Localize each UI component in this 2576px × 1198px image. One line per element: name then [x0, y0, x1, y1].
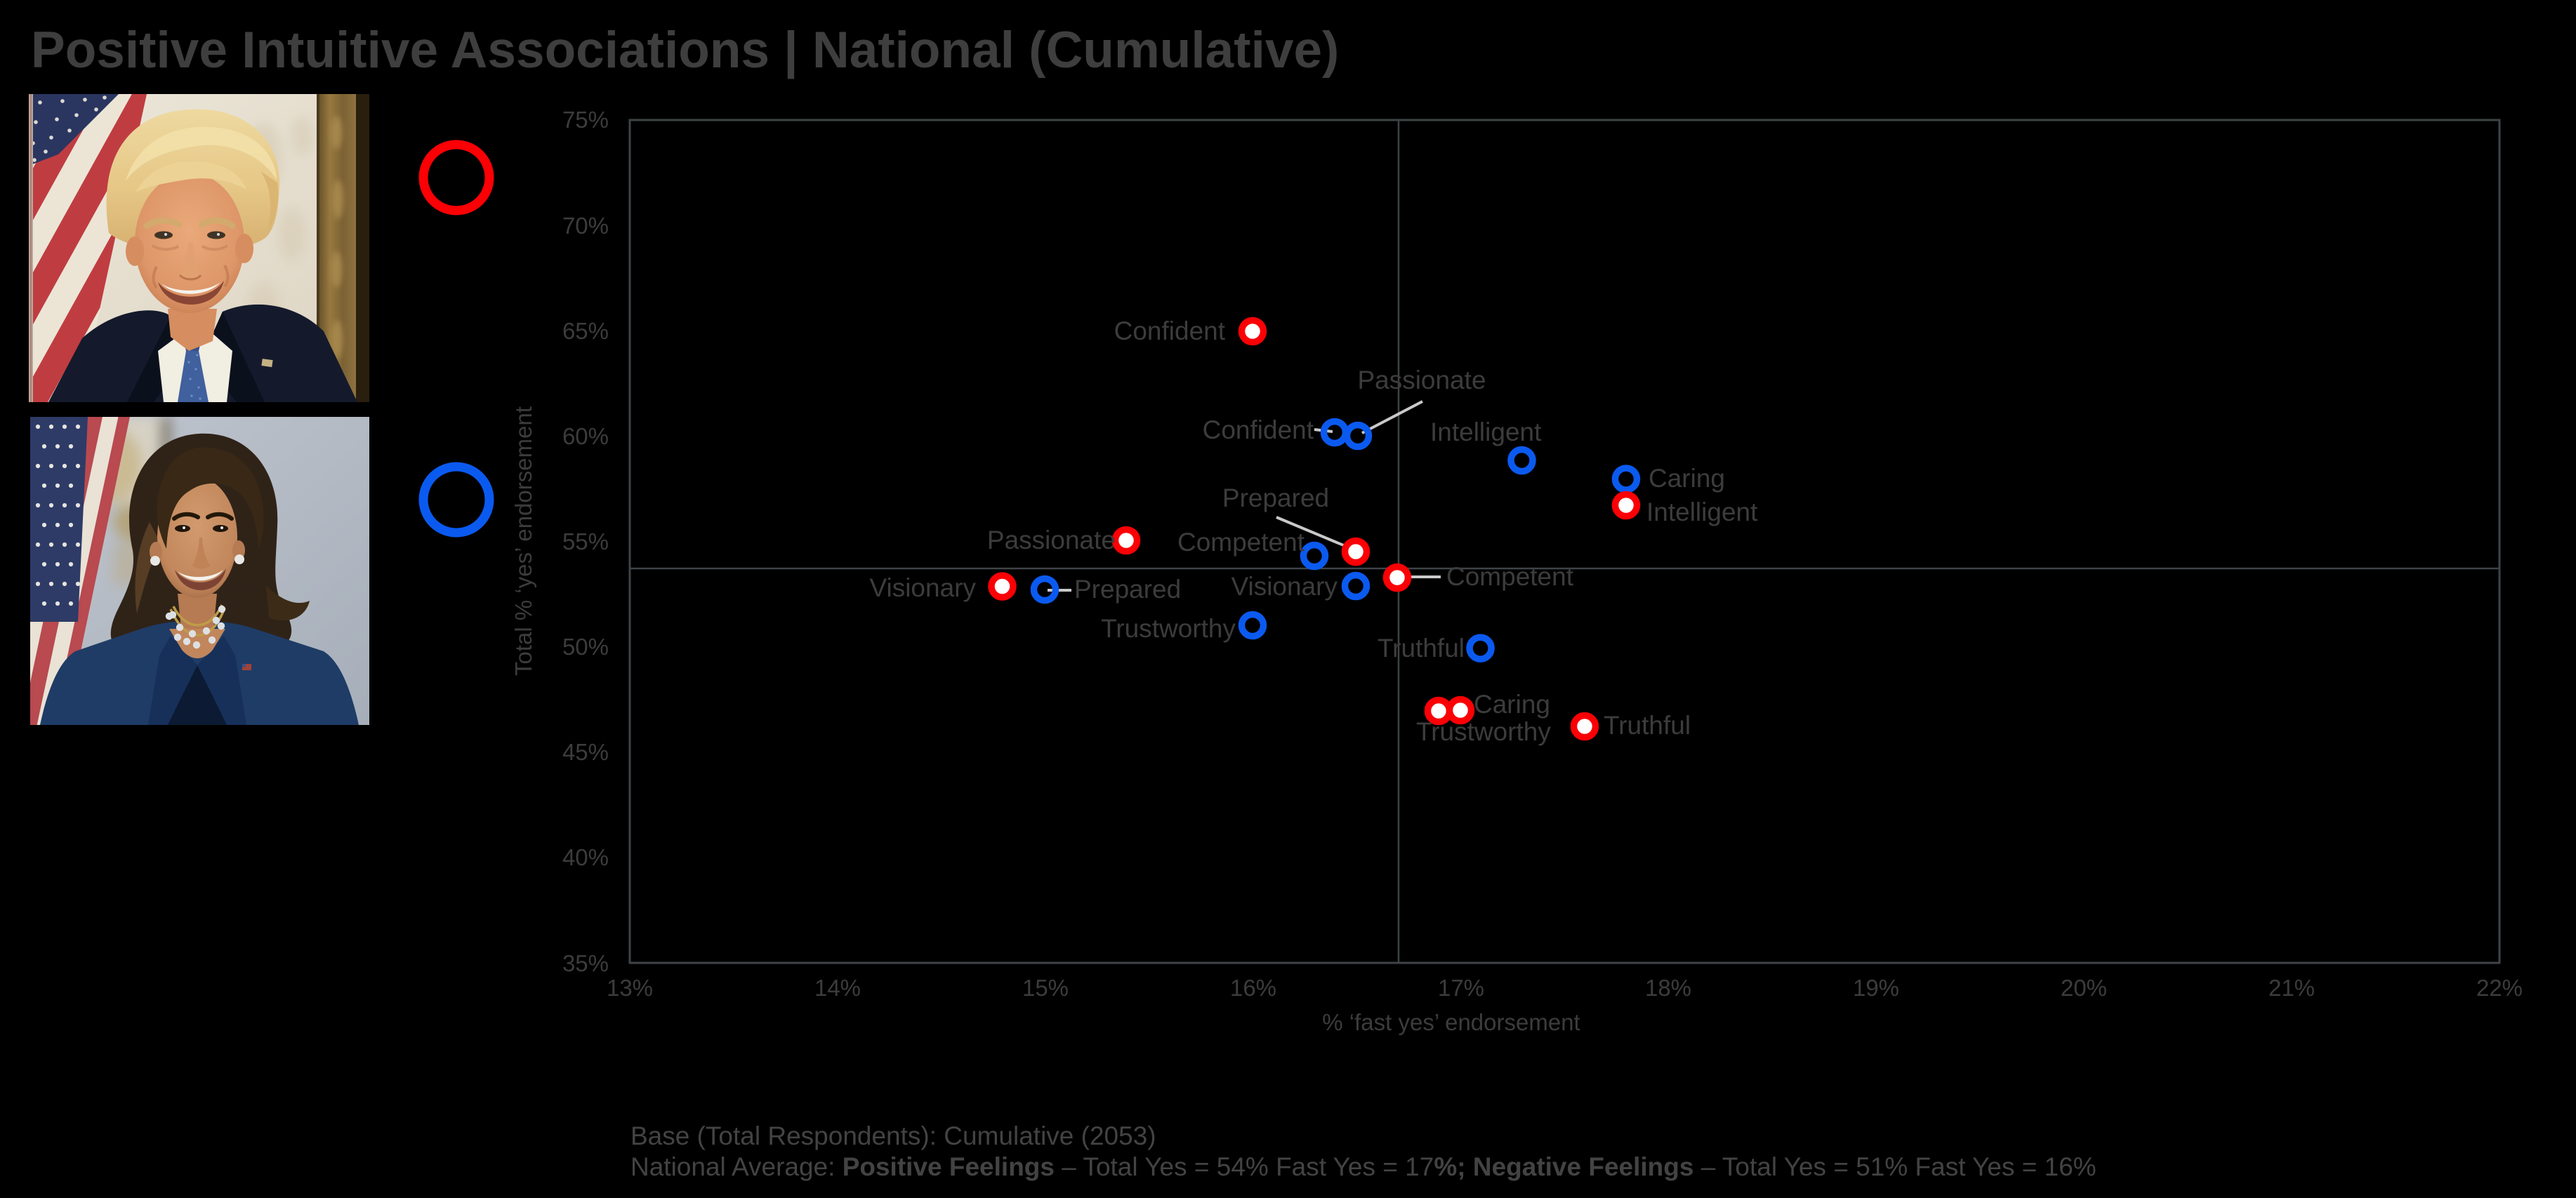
svg-text:Confident: Confident — [1203, 415, 1314, 444]
svg-text:21%: 21% — [2268, 975, 2315, 1001]
svg-text:Intelligent: Intelligent — [1646, 498, 1758, 526]
svg-text:70%: 70% — [562, 213, 609, 239]
svg-text:22%: 22% — [2476, 975, 2523, 1001]
svg-text:Caring: Caring — [1649, 464, 1725, 493]
svg-text:19%: 19% — [1853, 975, 1899, 1001]
svg-text:Passionate: Passionate — [1357, 366, 1486, 394]
svg-text:Prepared: Prepared — [1074, 575, 1181, 604]
svg-text:Trustworthy: Trustworthy — [1416, 717, 1551, 746]
svg-text:Competent: Competent — [1446, 562, 1574, 591]
svg-text:60%: 60% — [562, 423, 609, 449]
svg-text:Caring: Caring — [1474, 690, 1550, 719]
svg-text:Passionate: Passionate — [987, 526, 1116, 554]
svg-text:Visionary: Visionary — [1231, 572, 1337, 601]
svg-text:15%: 15% — [1022, 975, 1069, 1001]
svg-text:Total % ‘yes’ endorsement: Total % ‘yes’ endorsement — [510, 406, 536, 676]
svg-text:National Average: Positive Fee: National Average: Positive Feelings – To… — [630, 1152, 2096, 1181]
svg-text:40%: 40% — [562, 844, 609, 870]
svg-text:35%: 35% — [562, 950, 609, 976]
svg-text:Confident: Confident — [1114, 317, 1226, 345]
svg-text:Intelligent: Intelligent — [1430, 418, 1542, 446]
svg-text:Truthful: Truthful — [1378, 634, 1465, 663]
svg-text:20%: 20% — [2061, 975, 2107, 1001]
svg-text:Prepared: Prepared — [1222, 484, 1329, 512]
svg-text:65%: 65% — [562, 318, 609, 344]
svg-text:75%: 75% — [562, 107, 609, 133]
svg-text:55%: 55% — [562, 528, 609, 554]
svg-text:Base (Total Respondents): Cumu: Base (Total Respondents): Cumulative (20… — [630, 1122, 1156, 1150]
svg-text:14%: 14% — [814, 975, 861, 1001]
svg-text:18%: 18% — [1645, 975, 1691, 1001]
svg-text:Trustworthy: Trustworthy — [1101, 614, 1236, 643]
svg-text:Truthful: Truthful — [1604, 711, 1691, 740]
svg-text:Positive Intuitive Association: Positive Intuitive Associations | Nation… — [31, 22, 1339, 79]
svg-text:Competent: Competent — [1177, 528, 1305, 557]
svg-text:% ‘fast yes’ endorsement: % ‘fast yes’ endorsement — [1322, 1009, 1580, 1035]
svg-text:50%: 50% — [562, 634, 609, 660]
svg-text:Visionary: Visionary — [869, 573, 976, 602]
svg-text:17%: 17% — [1438, 975, 1484, 1001]
svg-text:16%: 16% — [1230, 975, 1276, 1001]
svg-text:45%: 45% — [562, 739, 609, 765]
svg-text:13%: 13% — [607, 975, 653, 1001]
